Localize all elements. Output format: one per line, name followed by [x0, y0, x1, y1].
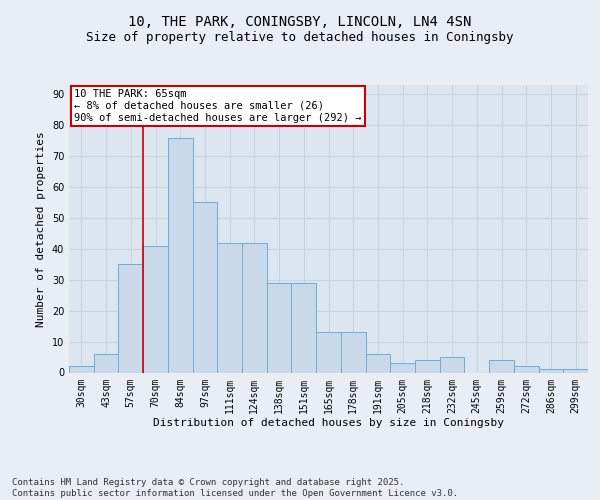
- Bar: [440, 357, 464, 372]
- Bar: [193, 202, 217, 372]
- Bar: [94, 354, 118, 372]
- Bar: [539, 370, 563, 372]
- X-axis label: Distribution of detached houses by size in Coningsby: Distribution of detached houses by size …: [153, 418, 504, 428]
- Y-axis label: Number of detached properties: Number of detached properties: [36, 131, 46, 326]
- Bar: [390, 363, 415, 372]
- Bar: [267, 283, 292, 372]
- Text: 10 THE PARK: 65sqm
← 8% of detached houses are smaller (26)
90% of semi-detached: 10 THE PARK: 65sqm ← 8% of detached hous…: [74, 90, 362, 122]
- Bar: [489, 360, 514, 372]
- Text: Contains HM Land Registry data © Crown copyright and database right 2025.
Contai: Contains HM Land Registry data © Crown c…: [12, 478, 458, 498]
- Bar: [242, 242, 267, 372]
- Bar: [143, 246, 168, 372]
- Bar: [292, 283, 316, 372]
- Bar: [217, 242, 242, 372]
- Text: 10, THE PARK, CONINGSBY, LINCOLN, LN4 4SN: 10, THE PARK, CONINGSBY, LINCOLN, LN4 4S…: [128, 16, 472, 30]
- Bar: [415, 360, 440, 372]
- Bar: [168, 138, 193, 372]
- Bar: [563, 370, 588, 372]
- Bar: [118, 264, 143, 372]
- Bar: [365, 354, 390, 372]
- Bar: [316, 332, 341, 372]
- Bar: [341, 332, 365, 372]
- Text: Size of property relative to detached houses in Coningsby: Size of property relative to detached ho…: [86, 31, 514, 44]
- Bar: [514, 366, 539, 372]
- Bar: [69, 366, 94, 372]
